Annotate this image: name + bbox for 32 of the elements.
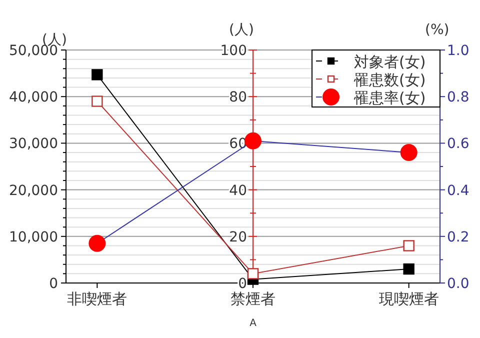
y3-tick-label: 0.2 [447, 229, 470, 246]
x-tick-label: 非喫煙者 [67, 290, 128, 308]
y2-axis-title: (人) [229, 22, 254, 38]
legend-label: 罹患率(女) [353, 89, 426, 107]
point [247, 268, 259, 280]
x-axis-title: A [250, 318, 257, 329]
y-tick-label: 20,000 [9, 182, 58, 199]
y3-tick-label: 0.4 [447, 182, 470, 199]
y2-tick-label: 20 [229, 229, 247, 246]
y-tick-label: 30,000 [9, 136, 58, 152]
y-tick-label: 10,000 [9, 229, 58, 246]
legend-label: 対象者(女) [354, 53, 426, 71]
legend-label: 罹患数(女) [353, 71, 426, 89]
y3-tick-label: 0.6 [447, 136, 470, 152]
point [403, 240, 414, 252]
point [403, 263, 414, 275]
y3-axis-title: (%) [425, 22, 450, 38]
point [400, 144, 418, 162]
point [244, 132, 262, 150]
x-tick-label: 現喫煙者 [378, 290, 439, 308]
point [92, 69, 103, 80]
y-tick-label: 40,000 [9, 90, 58, 106]
point [92, 96, 103, 107]
y3-tick-label: 0.8 [447, 90, 470, 106]
y2-tick-label: 100 [220, 43, 247, 59]
y2-tick-label: 80 [229, 90, 247, 106]
x-tick-label: 禁煙者 [230, 290, 276, 308]
point [88, 234, 106, 252]
y3-tick-label: 1.0 [447, 43, 470, 59]
y3-tick-label: 0.0 [447, 276, 470, 292]
y2-tick-label: 40 [229, 182, 247, 199]
y-tick-label: 0 [49, 276, 58, 292]
